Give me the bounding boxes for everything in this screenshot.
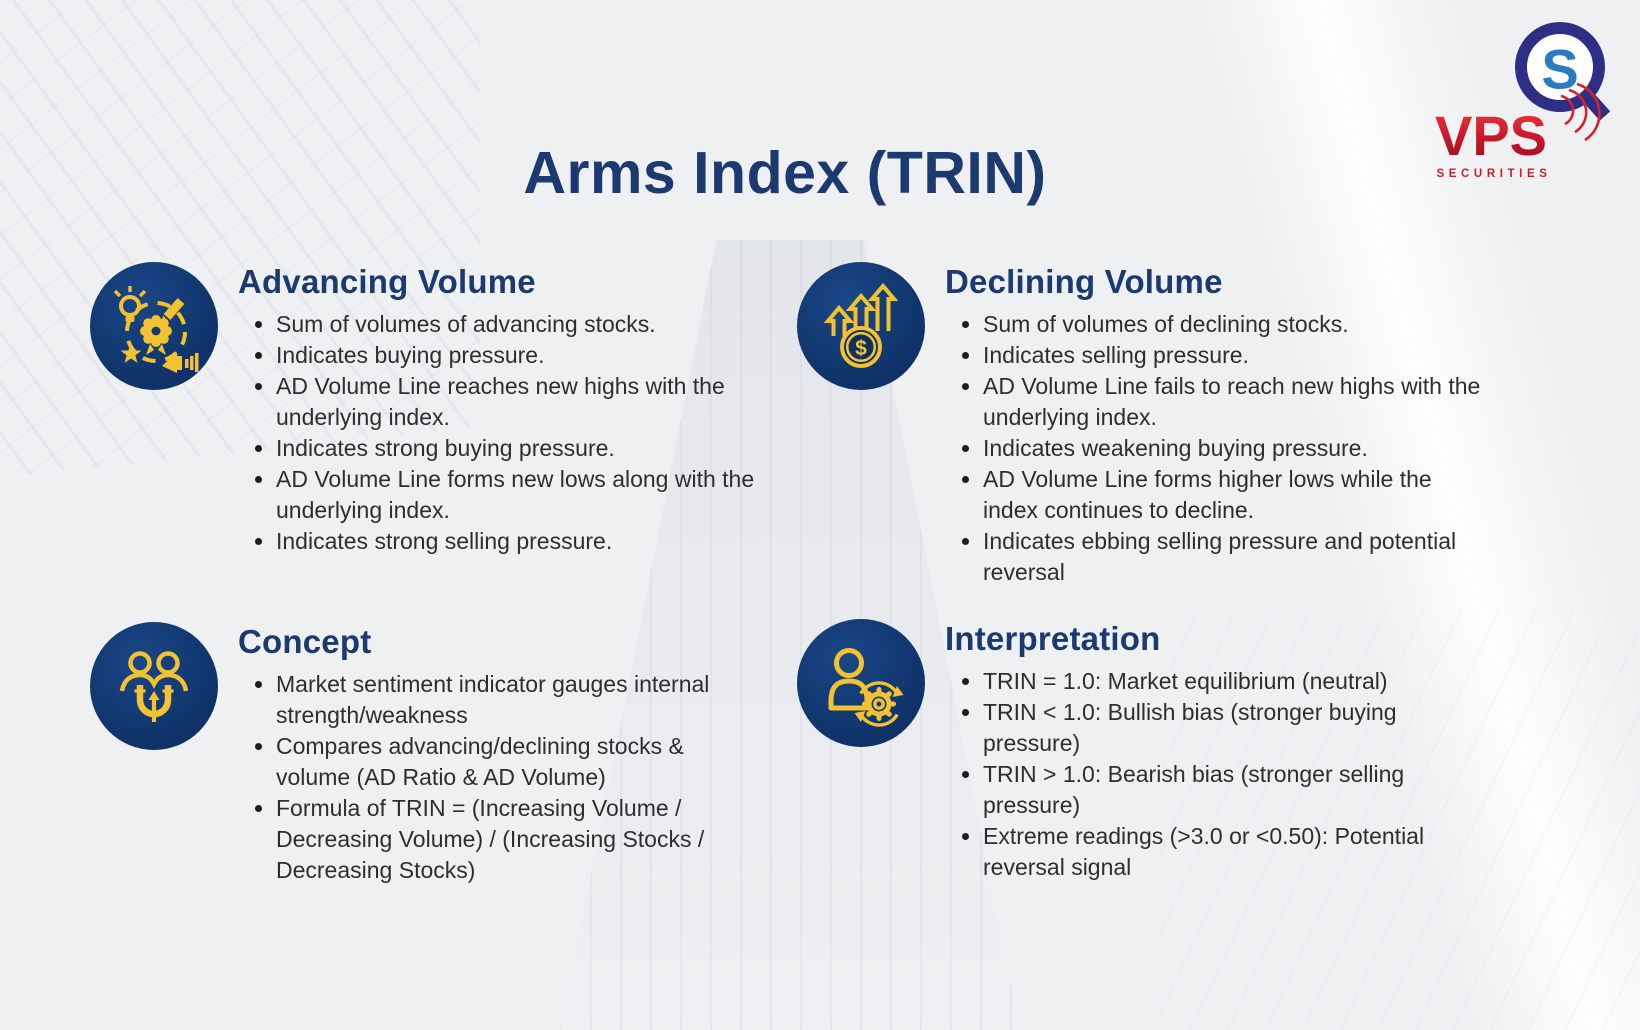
- bullet-item: Sum of volumes of declining stocks.: [983, 309, 1485, 340]
- bullet-item: AD Volume Line fails to reach new highs …: [983, 371, 1485, 433]
- bullet-item: AD Volume Line forms new lows along with…: [276, 464, 760, 526]
- bullet-item: Indicates strong selling pressure.: [276, 526, 760, 557]
- section-declining-volume: $ Declining Volume Sum of volumes of dec…: [797, 262, 1507, 588]
- bullet-item: Compares advancing/declining stocks & vo…: [276, 731, 760, 793]
- concept-badge: [90, 622, 218, 750]
- people-magnet-icon: [119, 651, 189, 722]
- bullet-item: Indicates buying pressure.: [276, 340, 760, 371]
- vps-logo-graphic: S VPS SECURITIES: [1435, 22, 1611, 180]
- vps-subtitle-text: SECURITIES: [1436, 168, 1551, 180]
- bullet-list: TRIN = 1.0: Market equilibrium (neutral)…: [945, 666, 1485, 883]
- section-advancing-volume: Advancing Volume Sum of volumes of advan…: [90, 262, 760, 557]
- interpretation-badge: [797, 619, 925, 747]
- declining-volume-badge: $: [797, 262, 925, 390]
- rising-arrows-coin-icon: $: [823, 282, 899, 368]
- creativity-icon: [113, 286, 199, 373]
- bullet-item: Indicates selling pressure.: [983, 340, 1485, 371]
- bullet-item: TRIN < 1.0: Bullish bias (stronger buyin…: [983, 697, 1485, 759]
- bullet-item: Sum of volumes of advancing stocks.: [276, 309, 760, 340]
- bullet-item: Indicates strong buying pressure.: [276, 433, 760, 464]
- bullet-item: AD Volume Line reaches new highs with th…: [276, 371, 760, 433]
- background-texture-bottom-right: [1160, 610, 1640, 1030]
- page-title: Arms Index (TRIN): [523, 140, 1047, 206]
- signal-waves: [1560, 82, 1601, 142]
- bullet-item: Indicates weakening buying pressure.: [983, 433, 1485, 464]
- bullet-list: Sum of volumes of declining stocks.Indic…: [945, 309, 1485, 588]
- vps-brand-text: VPS: [1435, 104, 1547, 167]
- vps-securities-logo: S VPS SECURITIES: [1412, 12, 1617, 184]
- magnifier-icon: S: [1515, 22, 1611, 142]
- section-concept: Concept Market sentiment indicator gauge…: [90, 622, 760, 886]
- bullet-item: Formula of TRIN = (Increasing Volume / D…: [276, 793, 760, 886]
- person-gear-icon: [828, 648, 904, 727]
- section-interpretation: Interpretation TRIN = 1.0: Market equili…: [797, 619, 1507, 883]
- background-texture-streak: [1160, 0, 1640, 1030]
- section-heading: Concept: [238, 623, 372, 660]
- bullet-item: Extreme readings (>3.0 or <0.50): Potent…: [983, 821, 1485, 883]
- bullet-item: Market sentiment indicator gauges intern…: [276, 669, 760, 731]
- bullet-list: Sum of volumes of advancing stocks.Indic…: [238, 309, 760, 557]
- section-heading: Interpretation: [945, 620, 1161, 657]
- advancing-volume-badge: [90, 262, 218, 390]
- section-heading: Declining Volume: [945, 263, 1223, 300]
- bullet-list: Market sentiment indicator gauges intern…: [238, 669, 760, 886]
- svg-text:$: $: [855, 337, 867, 360]
- section-heading: Advancing Volume: [238, 263, 536, 300]
- bullet-item: Indicates ebbing selling pressure and po…: [983, 526, 1485, 588]
- bullet-item: AD Volume Line forms higher lows while t…: [983, 464, 1485, 526]
- bullet-item: TRIN = 1.0: Market equilibrium (neutral): [983, 666, 1485, 697]
- bullet-item: TRIN > 1.0: Bearish bias (stronger selli…: [983, 759, 1485, 821]
